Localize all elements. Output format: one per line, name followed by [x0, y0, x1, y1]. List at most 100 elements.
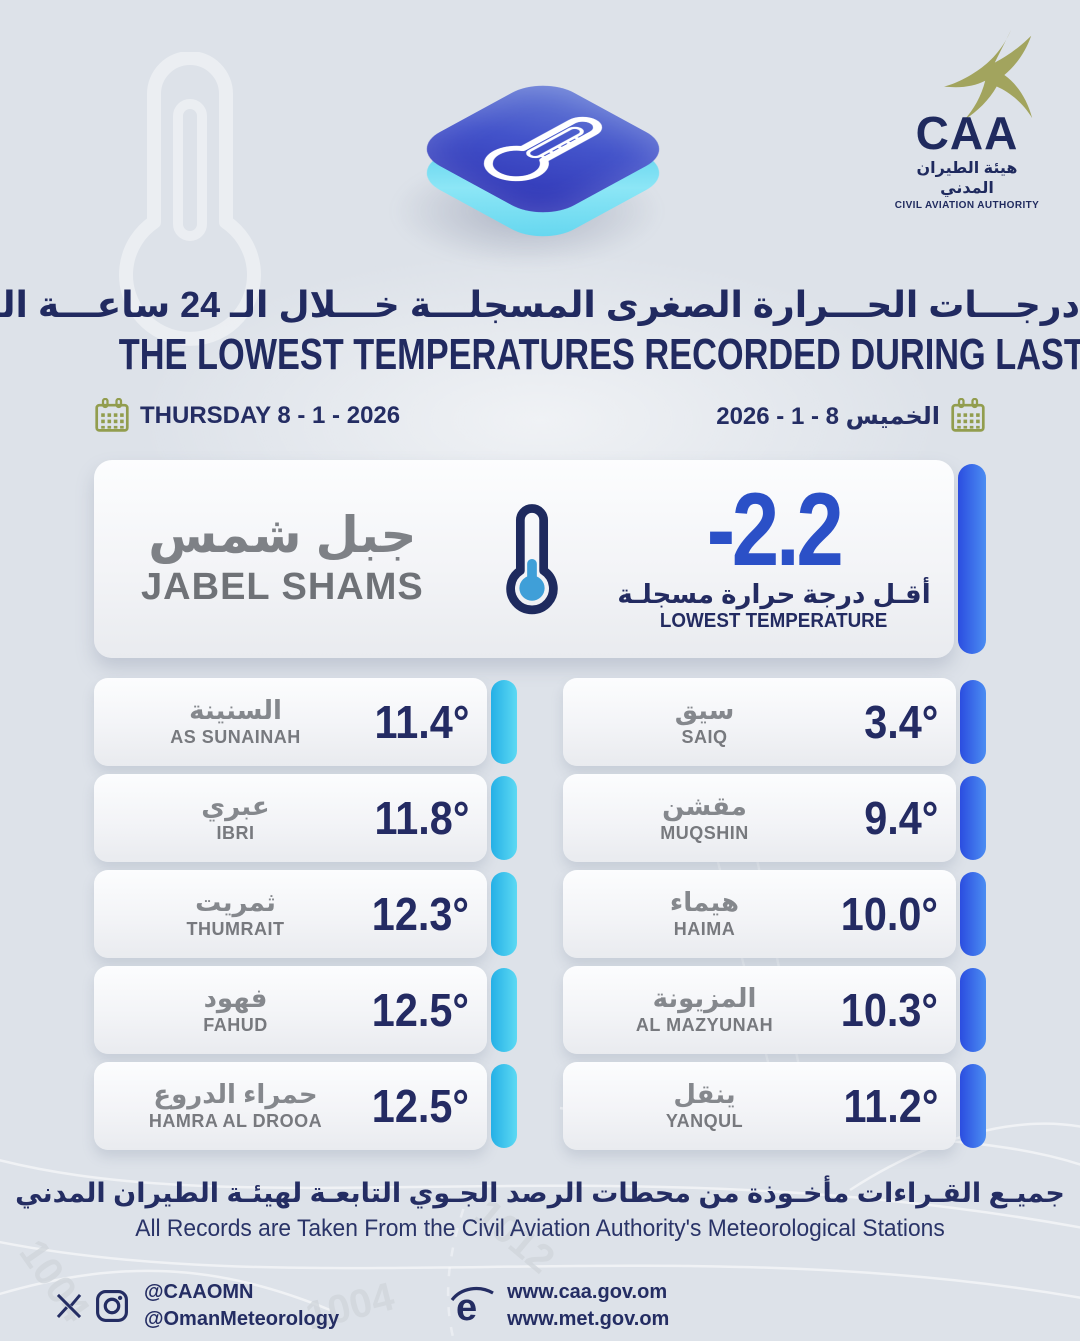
- caa-logo: CAA هيئة الطيران المدني CIVIL AVIATION A…: [892, 30, 1042, 211]
- station-name-english: MUQSHIN: [660, 822, 749, 843]
- card-surface: [94, 774, 487, 862]
- x-logo-icon: [56, 1293, 82, 1319]
- accent-bar-cyan: [491, 1064, 517, 1148]
- station-name-arabic: مقشن: [662, 791, 747, 822]
- station-card-haima: هيماء HAIMA 10.0°: [563, 870, 986, 958]
- accent-bar-cyan: [491, 872, 517, 956]
- station-name-arabic: حمراء الدروع: [153, 1079, 318, 1110]
- highlight-value-block: -2.2 أقـل درجة حرارة مسجلـة LOWEST TEMPE…: [617, 472, 931, 633]
- card-surface: [563, 870, 956, 958]
- page-title-english: THE LOWEST TEMPERATURES RECORDED DURING …: [118, 330, 1080, 379]
- page-title-arabic: درجـــات الحـــرارة الصغرى المسجلـــة خـ…: [0, 284, 1080, 325]
- website-caa: www.caa.gov.om: [507, 1281, 668, 1303]
- station-card-fahud: فهود FAHUD 12.5°: [94, 966, 517, 1054]
- card-surface: [94, 870, 487, 958]
- station-temperature: 11.2°: [843, 1080, 938, 1132]
- station-name-english: HAIMA: [673, 918, 736, 939]
- station-card-as-sunainah: السنينة AS SUNAINAH 11.4°: [94, 678, 517, 766]
- station-temperature: 12.5°: [371, 984, 469, 1036]
- thermometer-3d-tile: [392, 28, 688, 278]
- accent-bar-blue: [960, 872, 986, 956]
- accent-bar-blue: [960, 968, 986, 1052]
- lowest-temperature-caption-english: LOWEST TEMPERATURE: [660, 609, 888, 632]
- stations-grid: السنينة AS SUNAINAH 11.4° سيق SAIQ 3.4° …: [94, 678, 986, 1150]
- footer-note-arabic: جميـع القـراءات مأخـوذة من محطات الرصد ا…: [15, 1178, 1065, 1208]
- card-surface: [563, 774, 956, 862]
- station-temperature: 11.4°: [374, 696, 469, 748]
- social-handles: @CAAOMN @OmanMeteorology: [144, 1279, 339, 1333]
- station-name-arabic: سيق: [674, 695, 735, 726]
- highlight-name-arabic: جبل شمس: [148, 507, 417, 564]
- station-card-thumrait: ثمريت THUMRAIT 12.3°: [94, 870, 517, 958]
- station-name-english: AL MAZYUNAH: [635, 1014, 774, 1035]
- station-temperature: 3.4°: [863, 696, 938, 748]
- website-met: www.met.gov.om: [507, 1308, 670, 1330]
- station-temperature: 12.5°: [371, 1080, 469, 1132]
- thermometer-watermark-icon: [119, 52, 261, 346]
- station-temperature: 10.0°: [840, 888, 938, 940]
- highlight-station-name: جبل شمس JABEL SHAMS: [117, 509, 447, 609]
- accent-bar-cyan: [491, 680, 517, 764]
- footer-note-english: All Records are Taken From the Civil Avi…: [135, 1215, 945, 1242]
- calendar-icon: [951, 398, 985, 432]
- station-name-english: AS SUNAINAH: [170, 726, 301, 747]
- station-temperature: 9.4°: [863, 792, 938, 844]
- thermometer-icon: [483, 116, 603, 182]
- station-name-english: THUMRAIT: [186, 918, 285, 939]
- caa-tagline-arabic: هيئة الطيران المدني: [916, 160, 1018, 198]
- calendar-icon: [95, 398, 129, 432]
- card-surface: [563, 966, 956, 1054]
- station-name-arabic: هيماء: [669, 887, 740, 918]
- lowest-temperature-value: -2.2: [707, 472, 844, 589]
- card-surface: [94, 678, 487, 766]
- accent-bar-blue: [960, 1064, 986, 1148]
- station-name-arabic: ثمريت: [195, 887, 276, 918]
- accent-bar-blue: [958, 464, 986, 654]
- station-card-hamra-al-drooa: حمراء الدروع HAMRA AL DROOA 12.5°: [94, 1062, 517, 1150]
- thermometer-icon: [506, 504, 559, 615]
- station-card-ibri: عبري IBRI 11.8°: [94, 774, 517, 862]
- station-card-yanqul: ينقل YANQUL 11.2°: [563, 1062, 986, 1150]
- date-row: THURSDAY 8 - 1 - 2026 الخميس 8 - 1 - 202…: [94, 398, 986, 434]
- station-name-english: SAIQ: [681, 726, 728, 747]
- x-handle: @CAAOMN: [144, 1281, 254, 1303]
- station-name-arabic: عبري: [201, 791, 270, 822]
- instagram-handle: @OmanMeteorology: [144, 1308, 340, 1330]
- station-name-arabic: السنينة: [189, 695, 282, 726]
- caa-tagline-english: CIVIL AVIATION AUTHORITY: [894, 200, 1040, 212]
- highlight-name-english: JABEL SHAMS: [141, 565, 424, 608]
- accent-bar-cyan: [491, 776, 517, 860]
- social-footer: @CAAOMN @OmanMeteorology e www.caa.gov.o…: [52, 1279, 1080, 1333]
- station-card-al-mazyunah: المزيونة AL MAZYUNAH 10.3°: [563, 966, 986, 1054]
- caa-wordmark: CAA: [915, 107, 1019, 159]
- station-name-arabic: فهود: [203, 983, 268, 1014]
- accent-bar-blue: [960, 776, 986, 860]
- date-arabic-text: الخميس 8 - 1 - 2026: [716, 402, 940, 430]
- accent-bar-cyan: [491, 968, 517, 1052]
- e-browser-icon: e: [450, 1286, 494, 1328]
- station-name-arabic: ينقل: [673, 1079, 736, 1110]
- station-name-english: IBRI: [216, 822, 255, 843]
- station-name-english: HAMRA AL DROOA: [148, 1110, 323, 1131]
- card-surface: [94, 966, 487, 1054]
- station-name-english: FAHUD: [203, 1014, 268, 1035]
- station-temperature: 11.8°: [374, 792, 469, 844]
- websites: www.caa.gov.om www.met.gov.om: [507, 1279, 669, 1333]
- station-card-muqshin: مقشن MUQSHIN 9.4°: [563, 774, 986, 862]
- station-card-saiq: سيق SAIQ 3.4°: [563, 678, 986, 766]
- lowest-temperature-caption-arabic: أقـل درجة حرارة مسجلـة: [617, 578, 931, 609]
- station-temperature: 12.3°: [371, 888, 469, 940]
- lowest-temperature-highlight-card: جبل شمس JABEL SHAMS -2.2 أقـل درجة حرارة…: [94, 460, 986, 658]
- date-arabic: الخميس 8 - 1 - 2026: [716, 398, 986, 434]
- instagram-icon: [96, 1290, 128, 1322]
- caa-bird-icon: [944, 30, 1033, 121]
- accent-bar-blue: [960, 680, 986, 764]
- card-surface: [94, 1062, 487, 1150]
- station-name-arabic: المزيونة: [652, 983, 757, 1014]
- station-temperature: 10.3°: [840, 984, 938, 1036]
- date-english: THURSDAY 8 - 1 - 2026: [94, 398, 400, 434]
- tile-top-face: [408, 75, 678, 223]
- station-name-english: YANQUL: [665, 1110, 744, 1131]
- card-surface: [563, 678, 956, 766]
- date-english-text: THURSDAY 8 - 1 - 2026: [140, 402, 401, 429]
